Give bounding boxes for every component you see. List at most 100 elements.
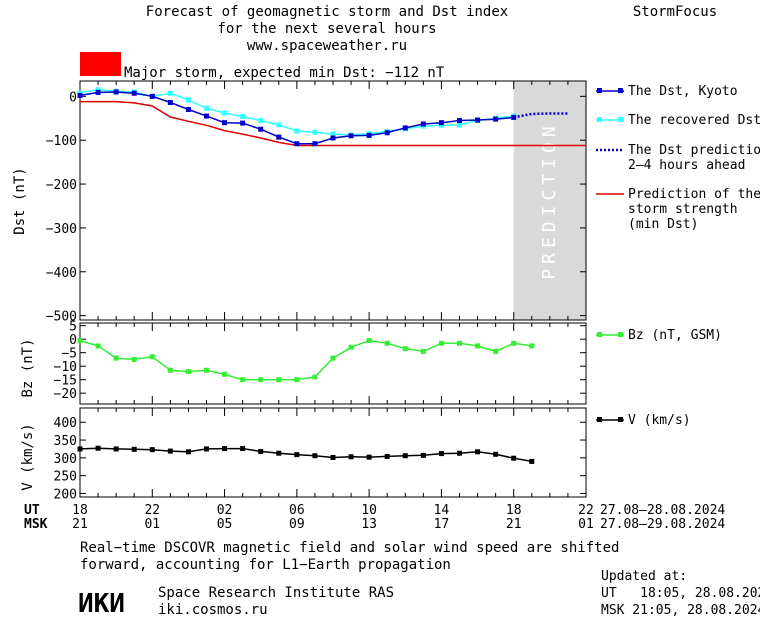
storm-alert-text: Major storm, expected min Dst: −112 nT xyxy=(124,65,445,81)
data-point xyxy=(149,93,155,99)
updated-ut: UT 18:05, 28.08.2024 xyxy=(601,586,760,601)
updated-msk: MSK 21:05, 28.08.2024 xyxy=(601,603,760,618)
data-point xyxy=(384,453,390,459)
msk-tick-label: 17 xyxy=(434,517,450,532)
y-tick-label: 300 xyxy=(54,452,77,467)
data-note-line2: forward, accounting for L1−Earth propaga… xyxy=(80,557,451,573)
data-point xyxy=(312,141,318,147)
data-point xyxy=(457,340,462,346)
ut-date-range: 27.08–28.08.2024 xyxy=(600,503,725,518)
data-point xyxy=(167,90,173,96)
data-point xyxy=(185,449,191,455)
data-point xyxy=(438,340,444,346)
data-point xyxy=(511,455,517,461)
ut-tick-label: 06 xyxy=(289,503,305,518)
data-point xyxy=(113,446,119,452)
data-point xyxy=(185,97,191,103)
data-point xyxy=(185,369,191,375)
legend: The Dst, Kyoto The recovered Dst The Dst… xyxy=(596,84,760,428)
data-point xyxy=(131,446,137,452)
ut-tick-label: 10 xyxy=(361,503,377,518)
data-point xyxy=(240,120,246,126)
data-point xyxy=(113,89,119,95)
speed-y-axis-label: V (km/s) xyxy=(20,423,36,490)
website-url[interactable]: www.spaceweather.ru xyxy=(247,38,407,54)
msk-date-range: 27.08–29.08.2024 xyxy=(600,517,725,532)
data-point xyxy=(529,458,535,464)
data-point xyxy=(493,451,499,457)
data-point xyxy=(330,131,336,137)
msk-tick-label: 01 xyxy=(578,517,594,532)
data-point xyxy=(95,89,101,95)
chart-title-line2: for the next several hours xyxy=(217,21,436,37)
y-tick-label: 400 xyxy=(54,416,77,431)
ut-tick-label: 02 xyxy=(217,503,233,518)
data-point xyxy=(475,449,481,455)
prediction-label: PREDICTION xyxy=(539,121,560,279)
data-point xyxy=(204,113,209,119)
data-point xyxy=(348,344,354,350)
plot-frame xyxy=(79,322,587,405)
data-point xyxy=(457,117,462,123)
data-point xyxy=(457,450,462,456)
data-point xyxy=(276,122,282,128)
data-point xyxy=(95,87,101,93)
data-point xyxy=(131,90,137,96)
series-line-the-dst-kyoto xyxy=(79,91,514,145)
dst-y-axis-label: Dst (nT) xyxy=(12,167,28,234)
legend-label: V (km/s) xyxy=(628,413,691,428)
data-point xyxy=(330,355,336,361)
data-point xyxy=(95,343,101,349)
legend-dst-kyoto: The Dst, Kyoto xyxy=(596,84,738,99)
iki-logo: ИКИ xyxy=(78,589,125,619)
data-point xyxy=(258,126,264,132)
data-point xyxy=(312,453,318,459)
msk-tick-label: 01 xyxy=(144,517,160,532)
institute-url[interactable]: iki.cosmos.ru xyxy=(158,602,268,618)
y-tick-label: 250 xyxy=(54,470,77,485)
ut-tick-label: 18 xyxy=(506,503,522,518)
data-point xyxy=(240,446,246,452)
series-line-v-km-s xyxy=(79,447,532,463)
data-point xyxy=(258,117,264,123)
legend-label: Bz (nT, GSM) xyxy=(628,328,722,343)
msk-tick-label: 05 xyxy=(217,517,233,532)
data-point xyxy=(95,445,101,451)
data-point xyxy=(493,348,499,354)
data-point xyxy=(420,348,426,354)
brand-name: StormFocus xyxy=(633,4,717,20)
data-point xyxy=(204,446,209,452)
data-point xyxy=(438,451,444,457)
dst-panel: PREDICTION 0 −100 −200 −300 −400 −500 xyxy=(46,80,587,325)
time-axis: UT MSK 27.08–28.08.2024 27.08–29.08.2024… xyxy=(24,503,725,532)
legend-label: The Dst, Kyoto xyxy=(628,84,738,99)
legend-bz: Bz (nT, GSM) xyxy=(596,328,722,343)
data-point xyxy=(222,371,228,377)
data-point xyxy=(149,354,155,360)
series-line-prediction-of-the xyxy=(80,100,586,147)
series-line-bz-nt-gsm xyxy=(79,339,532,381)
msk-tick-label: 09 xyxy=(289,517,305,532)
data-point xyxy=(258,448,264,454)
y-tick-label: −200 xyxy=(46,178,77,193)
data-point xyxy=(312,374,318,380)
data-point xyxy=(529,343,535,349)
data-point xyxy=(167,99,173,105)
data-point xyxy=(330,454,336,460)
data-point xyxy=(348,133,354,139)
ut-tick-label: 18 xyxy=(72,503,88,518)
y-tick-label: −5 xyxy=(61,347,77,362)
msk-row-label: MSK xyxy=(24,517,48,532)
data-point xyxy=(457,122,462,128)
data-point xyxy=(511,340,517,346)
legend-speed: V (km/s) xyxy=(596,413,691,428)
prediction-region xyxy=(513,81,586,320)
data-point xyxy=(77,338,83,344)
msk-tick-label: 13 xyxy=(361,517,377,532)
data-point xyxy=(384,340,390,346)
y-tick-label: 200 xyxy=(54,487,77,502)
y-tick-label: −15 xyxy=(54,374,77,389)
data-point xyxy=(222,120,228,126)
data-point xyxy=(366,454,372,460)
